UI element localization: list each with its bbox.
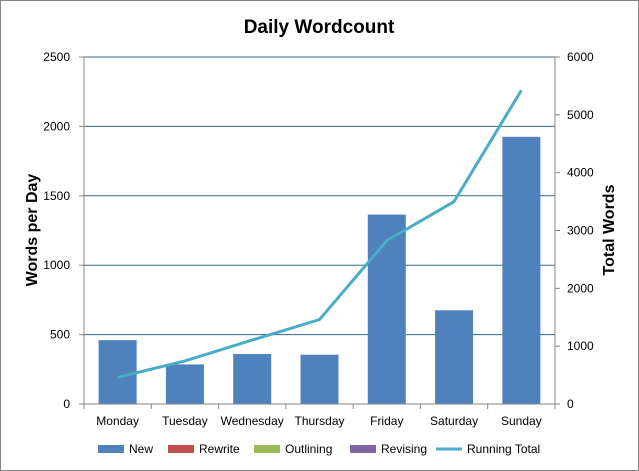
y-tick-label: 2000 xyxy=(43,119,70,133)
y-tick-label: 2500 xyxy=(43,50,70,64)
x-tick-label: Sunday xyxy=(501,414,542,428)
bar-new xyxy=(367,214,406,404)
bar-new xyxy=(233,354,272,404)
y-tick-label: 1000 xyxy=(43,258,70,272)
bar-new xyxy=(435,310,474,404)
legend-label-rewrite: Rewrite xyxy=(199,442,240,456)
y-tick-label: 0 xyxy=(63,397,70,411)
legend-swatch-outlining xyxy=(254,445,280,453)
x-tick-label: Tuesday xyxy=(162,414,208,428)
axes xyxy=(79,56,560,409)
bar-new xyxy=(300,354,339,404)
chart-title: Daily Wordcount xyxy=(244,17,395,38)
bar-new xyxy=(165,364,204,404)
tick-labels: 0 500 1000 1500 2000 2500 0 1000 2000 3000 4000 500… xyxy=(43,50,594,428)
legend-label-revising: Revising xyxy=(381,442,427,456)
legend-swatch-new xyxy=(98,445,124,453)
y-axis-title: Words per Day xyxy=(24,174,41,287)
x-tick-label: Wednesday xyxy=(221,414,284,428)
line-running-total xyxy=(117,89,523,379)
legend-label-outlining: Outlining xyxy=(285,442,332,456)
y2-axis-title: Total Words xyxy=(601,184,618,275)
running-total-line xyxy=(117,89,523,379)
y2-tick-label: 3000 xyxy=(567,224,594,238)
y2-tick-label: 1000 xyxy=(567,339,594,353)
bar-new xyxy=(502,136,541,404)
legend-swatch-revising xyxy=(350,445,376,453)
y-tick-label: 500 xyxy=(50,328,70,342)
y-tick-label: 1500 xyxy=(43,189,70,203)
legend: New Rewrite Outlining Revising Running Total xyxy=(98,442,540,456)
legend-label-new: New xyxy=(129,442,153,456)
y2-tick-label: 0 xyxy=(567,397,574,411)
y2-tick-label: 5000 xyxy=(567,108,594,122)
y2-tick-label: 2000 xyxy=(567,281,594,295)
legend-swatch-rewrite xyxy=(168,445,194,453)
x-tick-label: Friday xyxy=(370,414,403,428)
x-tick-label: Saturday xyxy=(430,414,478,428)
legend-label-running-total: Running Total xyxy=(467,442,540,456)
gridlines xyxy=(84,56,555,336)
y2-tick-label: 4000 xyxy=(567,166,594,180)
x-tick-label: Monday xyxy=(96,414,139,428)
bars xyxy=(98,136,541,404)
y2-tick-label: 6000 xyxy=(567,50,594,64)
x-tick-label: Thursday xyxy=(294,414,344,428)
bar-new xyxy=(98,340,137,404)
